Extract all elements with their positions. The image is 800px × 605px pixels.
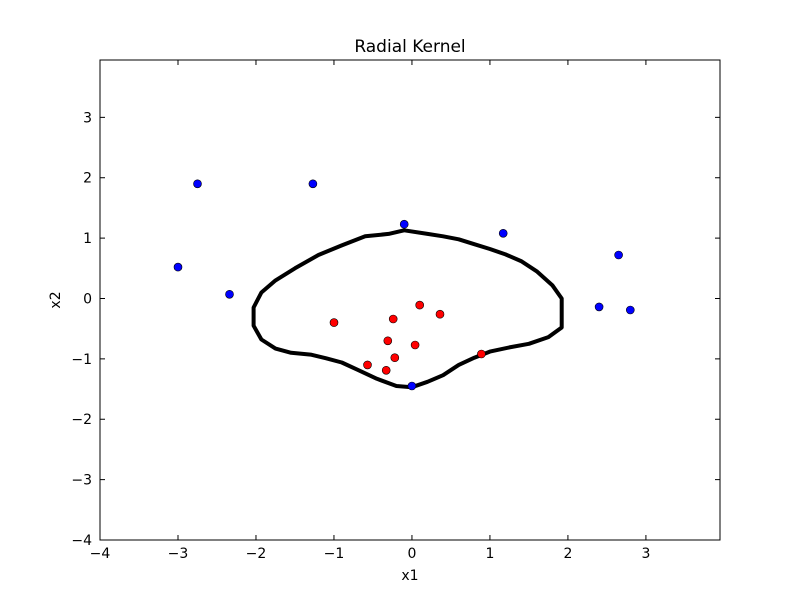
x-tick-label: −2 bbox=[246, 546, 267, 562]
y-axis-label: x2 bbox=[48, 291, 64, 308]
blue-data-point bbox=[225, 289, 234, 299]
red-data-point bbox=[363, 360, 372, 370]
y-tick-label: −2 bbox=[71, 412, 92, 428]
x-axis-label: x1 bbox=[401, 568, 418, 584]
tick-marks-layer bbox=[99, 60, 720, 541]
blue-data-point bbox=[407, 381, 417, 391]
red-data-point bbox=[390, 353, 400, 363]
red-data-point bbox=[415, 300, 425, 310]
blue-data-point bbox=[308, 179, 318, 189]
y-tick-label: 0 bbox=[83, 291, 92, 307]
blue-data-point bbox=[498, 229, 508, 238]
y-tick-label: −1 bbox=[71, 352, 92, 368]
y-tick-label: 1 bbox=[83, 231, 92, 247]
x-tick-labels: −4 −3 −2 −1 0 1 2 3 bbox=[90, 546, 651, 562]
x-tick-label: −3 bbox=[168, 546, 189, 562]
x-tick-label: 2 bbox=[563, 546, 572, 562]
decision-boundary-curve bbox=[251, 228, 564, 390]
blue-data-point bbox=[614, 250, 623, 260]
red-data-point bbox=[383, 336, 393, 346]
x-tick-label: 3 bbox=[641, 546, 650, 562]
red-data-point bbox=[388, 314, 398, 324]
data-points-layer bbox=[173, 179, 635, 391]
y-tick-label: −3 bbox=[71, 473, 92, 489]
red-data-point bbox=[435, 309, 445, 319]
red-data-point bbox=[410, 340, 420, 350]
x-tick-label: −4 bbox=[90, 546, 111, 562]
chart-title: Radial Kernel bbox=[354, 37, 465, 57]
decision-boundary-layer bbox=[251, 228, 564, 390]
red-data-point bbox=[329, 318, 339, 327]
x-tick-label: −1 bbox=[324, 546, 345, 562]
blue-data-point bbox=[193, 179, 202, 189]
plot-area bbox=[100, 60, 720, 540]
y-tick-label: −4 bbox=[71, 533, 92, 549]
y-tick-label: 3 bbox=[83, 110, 92, 126]
plot-frame bbox=[99, 59, 721, 541]
red-data-point bbox=[477, 349, 486, 359]
y-tick-label: 2 bbox=[83, 171, 92, 187]
blue-data-point bbox=[625, 305, 635, 315]
x-tick-label: 1 bbox=[485, 546, 494, 562]
blue-data-point bbox=[594, 302, 604, 312]
x-tick-label: 0 bbox=[407, 546, 416, 562]
y-tick-labels: −4 −3 −2 −1 0 1 2 3 bbox=[71, 110, 92, 549]
red-data-point bbox=[381, 365, 391, 375]
blue-data-point bbox=[399, 219, 409, 229]
blue-data-point bbox=[173, 262, 183, 272]
